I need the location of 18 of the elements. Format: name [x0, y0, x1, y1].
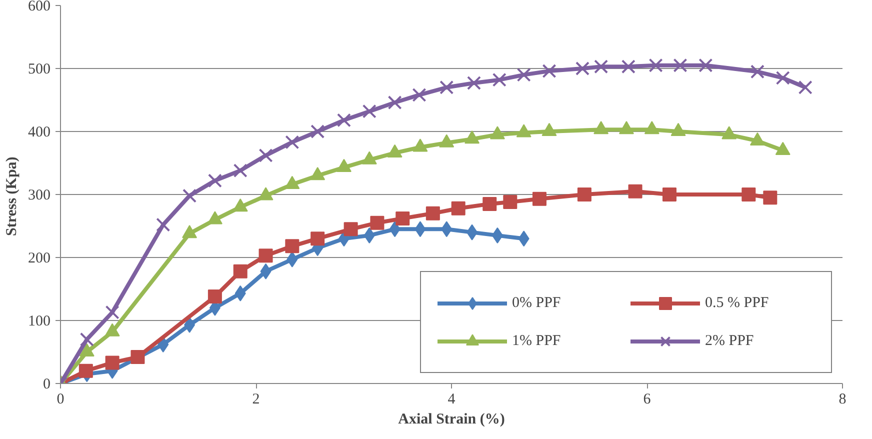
legend-label: 2% PPF [705, 332, 755, 350]
legend-label: 1% PPF [512, 332, 562, 350]
x-tick-label: 2 [252, 392, 260, 408]
x-axis-title: Axial Strain (%) [398, 412, 505, 428]
y-tick-label: 600 [28, 0, 50, 14]
legend-label: 0.5 % PPF [705, 294, 770, 312]
y-tick-label: 500 [28, 62, 50, 78]
x-tick-label: 8 [838, 392, 846, 408]
x-tick-label: 4 [448, 392, 456, 408]
y-tick-label: 0 [43, 376, 50, 392]
y-tick-label: 200 [28, 250, 50, 266]
legend-label: 0% PPF [512, 294, 562, 312]
y-axis-title: Stress (Kpa) [4, 156, 20, 236]
y-tick-label: 100 [28, 314, 50, 330]
x-tick-label: 6 [643, 392, 652, 408]
y-tick-label: 400 [28, 124, 50, 140]
y-tick-label: 300 [28, 188, 50, 204]
x-tick-label: 0 [56, 392, 64, 408]
